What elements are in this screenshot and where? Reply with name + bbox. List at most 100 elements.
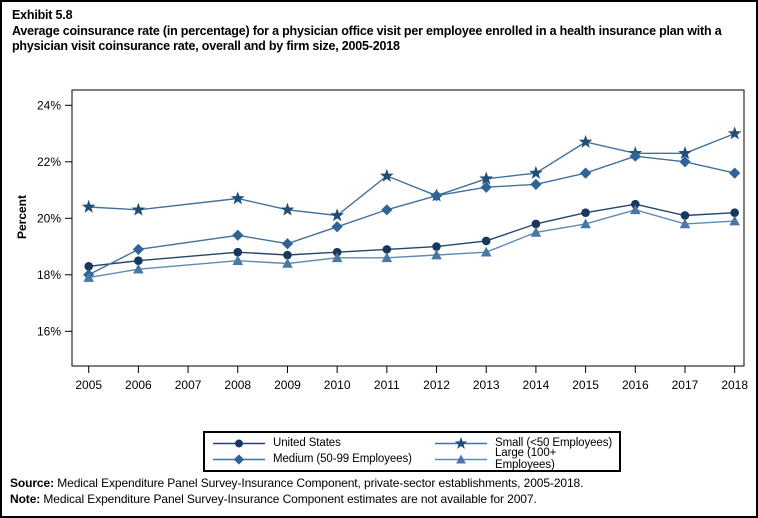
data-point-circle <box>730 208 739 217</box>
data-point-triangle <box>381 252 393 263</box>
data-point-circle <box>235 439 243 447</box>
data-point-triangle <box>431 249 442 260</box>
chart-title: Average coinsurance rate (in percentage)… <box>12 23 722 54</box>
plot-box <box>71 89 745 367</box>
x-tick-label: 2007 <box>175 378 202 392</box>
note-label: Note: <box>10 492 41 506</box>
data-point-triangle <box>331 252 343 263</box>
x-tick-label: 2011 <box>374 378 400 392</box>
data-point-diamond <box>331 221 343 233</box>
data-point-star <box>81 199 96 213</box>
data-point-star <box>529 165 543 179</box>
x-tick-label: 2016 <box>622 378 649 392</box>
x-tick-label: 2015 <box>572 378 599 392</box>
legend-marker-triangle-icon <box>435 453 487 463</box>
data-point-star <box>230 191 245 205</box>
data-point-triangle <box>282 258 293 268</box>
data-point-star <box>578 134 593 148</box>
legend-label: Large (100+ Employees) <box>495 447 557 471</box>
data-point-star <box>280 202 295 216</box>
legend-marker-diamond-icon <box>213 453 265 465</box>
data-point-triangle <box>232 255 244 265</box>
x-tick-label: 2014 <box>523 378 550 392</box>
data-point-diamond <box>381 204 393 216</box>
data-point-diamond <box>679 156 691 168</box>
data-point-circle <box>630 199 640 209</box>
data-point-circle <box>581 208 590 217</box>
chart-legend: United States Small (<50 Employees) Medium… <box>203 431 621 472</box>
data-point-diamond <box>132 243 144 255</box>
data-point-diamond <box>480 181 492 193</box>
note-text: Medical Expenditure Panel Survey-Insuran… <box>40 492 537 506</box>
y-tick-label: 20% <box>37 211 61 225</box>
legend-label: United States <box>273 437 341 449</box>
x-tick-label: 2018 <box>721 378 748 392</box>
data-point-triangle <box>530 226 542 237</box>
data-point-triangle <box>456 453 466 463</box>
series-line-large-100-employees <box>88 209 735 279</box>
data-point-diamond <box>281 238 294 250</box>
series-medium-50-99-employees <box>83 150 741 281</box>
legend-marker-circle-icon <box>213 439 265 447</box>
y-tick-label: 18% <box>37 268 61 282</box>
data-point-star <box>479 171 494 185</box>
data-point-star <box>330 208 344 222</box>
data-point-circle <box>382 245 392 254</box>
legend-item-small-50-employees: Small (<50 Employees) <box>435 435 613 451</box>
x-tick-label: 2006 <box>125 378 152 392</box>
data-point-diamond <box>580 167 592 179</box>
x-tick-label: 2008 <box>224 378 251 392</box>
title-block: Exhibit 5.8 Average coinsurance rate (in… <box>12 8 752 55</box>
data-point-triangle <box>729 215 740 226</box>
data-point-circle <box>84 262 93 271</box>
data-point-diamond <box>530 178 542 190</box>
series-large-100-employees <box>83 204 740 282</box>
source-text: Medical Expenditure Panel Survey-Insuran… <box>53 476 584 490</box>
data-point-triangle <box>480 246 492 257</box>
y-tick-label: 22% <box>37 155 61 169</box>
data-point-circle <box>432 242 441 251</box>
legend-marker-star-icon <box>435 436 487 449</box>
data-point-star <box>727 126 742 140</box>
data-point-diamond <box>232 229 244 241</box>
y-tick-label: 16% <box>37 324 61 338</box>
legend-item-large-100-employees: Large (100+ Employees) <box>435 447 613 471</box>
x-tick-label: 2012 <box>423 378 450 392</box>
data-point-triangle <box>133 263 144 274</box>
legend-label: Small (<50 Employees) <box>495 437 613 449</box>
x-tick-label: 2013 <box>473 378 500 392</box>
data-point-star <box>379 168 394 182</box>
data-point-diamond <box>729 167 741 179</box>
data-point-star <box>678 146 692 160</box>
x-tick-label: 2017 <box>672 378 699 392</box>
x-tick-label: 2005 <box>75 378 102 392</box>
legend-item-united-states: United States <box>213 435 435 451</box>
line-chart: 16% 18% 20% 22% 24% Percent 2005 2006 2007 2008 20… <box>15 89 748 392</box>
x-tick-label: 2010 <box>324 378 351 392</box>
series-small-50-employees <box>81 126 742 222</box>
legend-item-medium-50-99-employees: Medium (50-99 Employees) <box>213 451 435 467</box>
data-point-diamond <box>233 453 245 465</box>
data-point-circle <box>481 236 491 246</box>
data-point-triangle <box>83 272 94 282</box>
data-point-circle <box>134 256 143 265</box>
data-point-star <box>131 202 146 216</box>
source-line: Source: Medical Expenditure Panel Survey… <box>10 475 583 491</box>
data-point-triangle <box>580 218 591 229</box>
exhibit-label: Exhibit 5.8 <box>12 8 73 22</box>
data-point-diamond <box>430 190 443 202</box>
legend-label: Medium (50-99 Employees) <box>273 453 412 465</box>
series-united-states <box>84 199 739 271</box>
y-axis-label: Percent <box>15 195 29 239</box>
data-point-diamond <box>629 150 641 162</box>
data-point-triangle <box>629 204 641 215</box>
source-label: Source: <box>10 476 54 490</box>
data-point-triangle <box>679 218 691 229</box>
data-point-circle <box>680 211 690 220</box>
footer-notes: Source: Medical Expenditure Panel Survey… <box>10 475 583 507</box>
note-line: Note: Medical Expenditure Panel Survey-I… <box>10 491 583 507</box>
data-point-circle <box>332 247 342 257</box>
data-point-circle <box>531 219 541 229</box>
data-point-circle <box>283 250 292 260</box>
